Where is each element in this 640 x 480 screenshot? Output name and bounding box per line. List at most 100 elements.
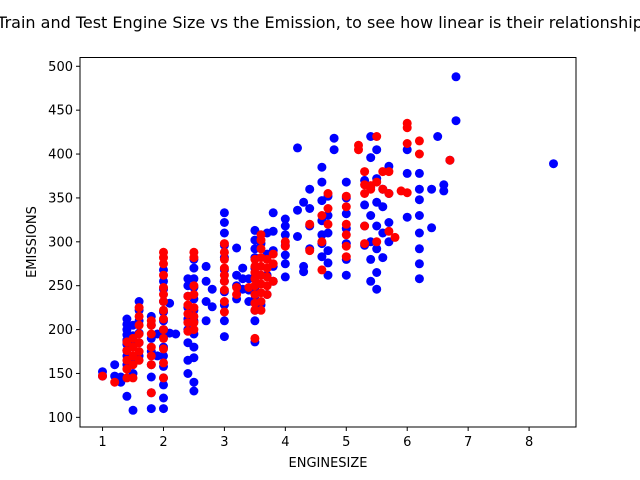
train-data-point	[159, 393, 168, 403]
x-tick-label: 3	[220, 435, 228, 450]
test-data-point	[146, 388, 156, 398]
train-data-point	[201, 261, 211, 271]
x-tick-label: 1	[98, 435, 106, 450]
train-data-point	[366, 153, 376, 163]
test-data-point	[219, 307, 229, 317]
train-data-point	[201, 316, 211, 326]
test-data-point	[341, 191, 351, 201]
test-data-point	[317, 265, 327, 275]
train-data-point	[238, 263, 248, 273]
test-data-point	[323, 189, 333, 198]
train-data-point	[414, 168, 424, 178]
train-data-point	[201, 297, 211, 306]
train-data-point	[402, 145, 412, 155]
test-data-point	[189, 318, 199, 328]
test-data-point	[360, 239, 370, 249]
test-data-point	[305, 246, 315, 256]
test-data-point	[384, 167, 394, 177]
train-data-point	[122, 314, 132, 324]
test-data-point	[268, 259, 278, 269]
test-data-point	[219, 263, 229, 273]
x-tick-label: 5	[342, 435, 350, 450]
train-data-point	[122, 391, 132, 401]
train-data-point	[341, 177, 351, 187]
test-data-point	[256, 230, 266, 240]
train-data-point	[414, 228, 424, 238]
train-data-point	[146, 372, 156, 382]
train-data-point	[183, 369, 193, 378]
train-data-point	[219, 332, 229, 342]
train-data-point	[159, 351, 168, 361]
train-data-point	[219, 218, 229, 227]
y-axis: 100 150 200 250 300 350 400 450 500	[48, 60, 80, 426]
train-data-point	[189, 377, 199, 387]
train-data-point	[280, 259, 290, 269]
train-data-point	[414, 195, 424, 205]
test-data-point	[317, 211, 327, 220]
test-data-point	[268, 249, 278, 259]
train-data-point	[372, 221, 382, 231]
train-data-point	[110, 360, 120, 370]
chart-title: Train and Test Engine Size vs the Emissi…	[0, 13, 640, 32]
test-data-point	[128, 373, 138, 383]
test-data-point	[256, 297, 266, 306]
train-data-point	[280, 250, 290, 260]
train-data-point	[384, 218, 394, 227]
train-data-point	[451, 116, 461, 126]
train-data-point	[372, 244, 382, 254]
test-data-point	[146, 329, 156, 339]
train-data-point	[207, 284, 217, 294]
test-data-point	[189, 325, 199, 335]
train-data-point	[317, 177, 327, 187]
train-data-point	[293, 232, 302, 241]
train-data-point	[366, 211, 376, 220]
train-data-point	[268, 208, 278, 218]
test-data-point	[110, 377, 120, 387]
train-data-point	[299, 261, 309, 271]
test-data-point	[134, 338, 144, 348]
test-data-point	[341, 230, 351, 240]
train-data-point	[378, 202, 388, 212]
x-tick-label: 7	[464, 435, 472, 450]
y-tick-label: 300	[48, 235, 73, 250]
train-data-point	[427, 223, 437, 233]
y-tick-label: 250	[48, 279, 73, 294]
train-data-point	[341, 209, 351, 219]
test-data-point	[146, 316, 156, 326]
test-data-point	[134, 329, 144, 339]
train-data-point	[207, 302, 217, 312]
train-data-point	[323, 258, 333, 268]
train-data-point	[402, 212, 412, 222]
y-tick-label: 200	[48, 323, 73, 338]
test-data-point	[256, 244, 266, 254]
test-data-point	[134, 355, 144, 365]
test-data-point	[384, 189, 394, 198]
test-data-point	[323, 219, 333, 229]
train-data-point	[323, 228, 333, 238]
test-data-point	[372, 237, 382, 247]
test-data-point	[219, 239, 229, 249]
train-data-point	[414, 274, 424, 284]
train-data-point	[280, 221, 290, 231]
train-data-point	[189, 353, 199, 363]
test-data-point	[360, 167, 370, 177]
test-data-point	[280, 237, 290, 247]
train-data-point	[317, 252, 327, 262]
train-data-point	[323, 270, 333, 280]
test-data-point	[146, 351, 156, 361]
test-data-point	[354, 140, 363, 150]
test-data-point	[384, 226, 394, 236]
test-data-point	[414, 149, 424, 159]
test-data-point	[402, 118, 412, 128]
test-data-point	[189, 311, 199, 321]
test-data-point	[219, 254, 229, 264]
train-data-point	[439, 186, 449, 196]
test-data-point	[372, 177, 382, 187]
train-data-point	[451, 72, 461, 82]
test-data-point	[232, 290, 242, 299]
test-data-point	[323, 204, 333, 213]
test-data-point	[134, 303, 144, 313]
train-data-point	[280, 230, 290, 240]
train-data-point	[189, 263, 199, 273]
x-tick-label: 4	[281, 435, 289, 450]
